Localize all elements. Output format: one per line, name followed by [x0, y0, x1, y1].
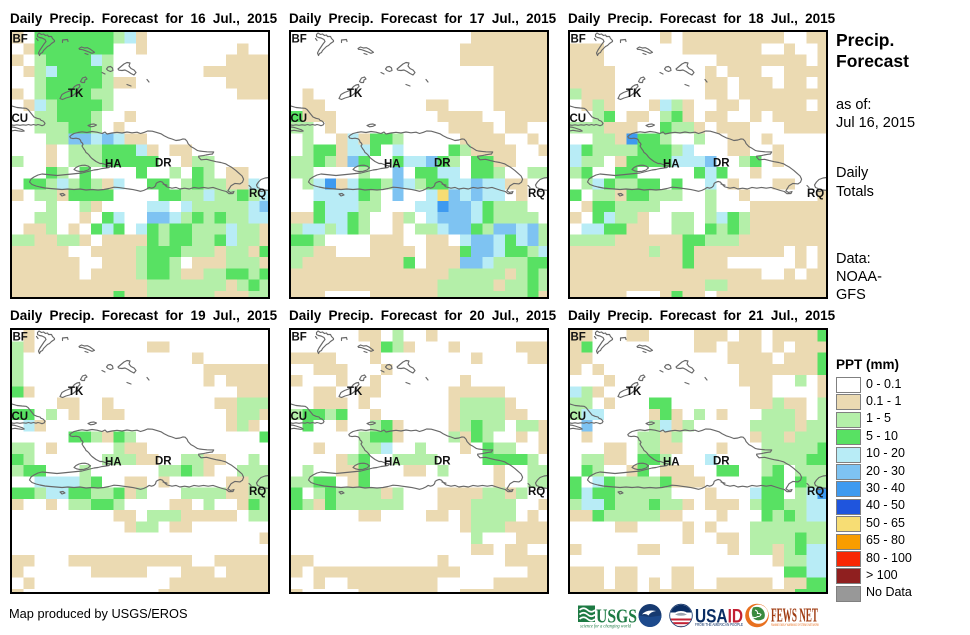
- svg-text:FAMINE EARLY WARNING SYSTEMS N: FAMINE EARLY WARNING SYSTEMS NETWORK: [771, 622, 819, 627]
- svg-text:FEWS NET: FEWS NET: [771, 606, 818, 627]
- svg-text:USGS: USGS: [596, 606, 637, 628]
- svg-text:FROM THE AMERICAN PEOPLE: FROM THE AMERICAN PEOPLE: [695, 622, 743, 627]
- svg-text:USAID: USAID: [695, 607, 743, 628]
- svg-text:science for a changing world: science for a changing world: [580, 623, 631, 630]
